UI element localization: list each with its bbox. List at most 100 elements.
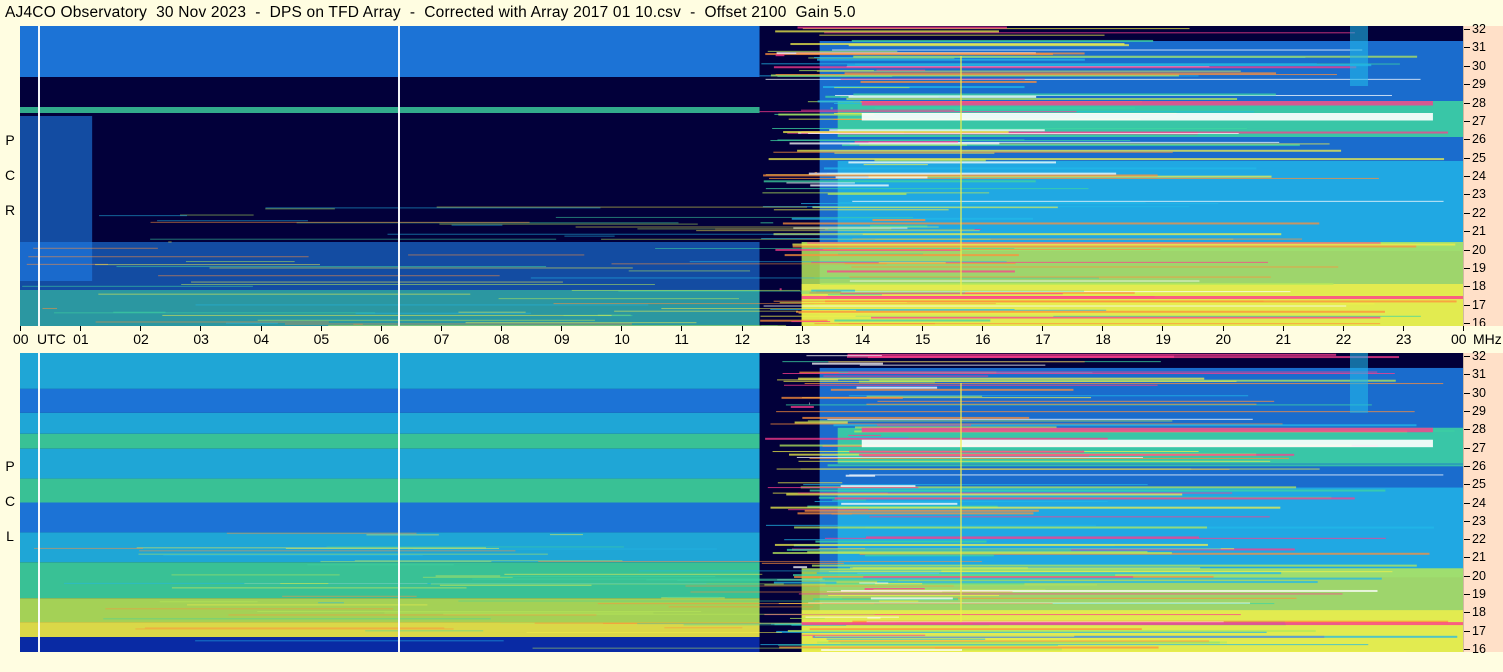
- heatmap-streak: [849, 474, 1444, 476]
- heatmap-streak: [773, 209, 949, 211]
- heatmap-streak: [443, 613, 875, 615]
- heatmap-streak: [807, 505, 998, 508]
- heatmap-streak: [823, 167, 1257, 170]
- heatmap-streak: [144, 627, 445, 629]
- heatmap-streak: [809, 489, 1386, 492]
- lcp-freq-tickmark: [1464, 520, 1470, 522]
- heatmap-streak: [789, 617, 825, 619]
- heatmap-streak: [877, 400, 1275, 402]
- rcp-freq-tickmark: [1464, 249, 1470, 251]
- rcp-freq-tick-label: 23: [1472, 187, 1486, 202]
- rcp-label-p: P: [5, 132, 15, 148]
- heatmap-streak: [770, 308, 1015, 310]
- heatmap-streak: [150, 221, 530, 223]
- heatmap-streak: [761, 238, 934, 240]
- heatmap-band: [861, 113, 1433, 121]
- heatmap-streak: [99, 215, 187, 217]
- heatmap-streak: [773, 581, 837, 584]
- rcp-freq-tickmark: [1464, 84, 1470, 86]
- heatmap-streak: [832, 49, 1363, 51]
- lcp-freq-tick-label: 17: [1472, 623, 1486, 638]
- heatmap-streak: [863, 164, 928, 166]
- heatmap-streak: [116, 266, 547, 268]
- heatmap-streak: [866, 403, 1257, 405]
- heatmap-streak: [797, 26, 1007, 29]
- heatmap-streak: [799, 70, 874, 72]
- heatmap-streak: [760, 319, 828, 322]
- lcp-freq-tick-label: 29: [1472, 403, 1486, 418]
- lcp-freq-tickmark: [1464, 429, 1470, 431]
- heatmap-streak: [820, 282, 1334, 285]
- rcp-freq-tick-label: 17: [1472, 297, 1486, 312]
- heatmap-streak: [353, 323, 363, 325]
- heatmap-streak: [867, 356, 1400, 359]
- heatmap-streak: [824, 228, 975, 230]
- heatmap-streak: [307, 564, 454, 566]
- heatmap-streak: [159, 601, 258, 603]
- rcp-freq-tickmark: [1464, 267, 1470, 269]
- heatmap-streak: [829, 129, 1045, 132]
- rcp-freq-tickmark: [1464, 120, 1470, 122]
- heatmap-streak: [834, 497, 1355, 500]
- heatmap-streak: [113, 311, 166, 313]
- heatmap-streak: [796, 310, 1385, 313]
- heatmap-streak: [171, 587, 467, 589]
- heatmap-streak: [195, 640, 504, 642]
- heatmap-streak: [763, 305, 1347, 307]
- heatmap-streak: [781, 396, 903, 399]
- heatmap-streak: [408, 254, 585, 256]
- lcp-frequency-axis: 32 31 30 29 28 27 26 25 24 23 22 21 20 19 18 17 16: [1463, 350, 1503, 655]
- heatmap-streak: [865, 536, 1200, 539]
- utc-tickmark: [200, 326, 202, 331]
- lcp-spectrogram-plot: [20, 353, 1463, 652]
- lcp-spectrogram: [20, 353, 1463, 652]
- heatmap-streak: [835, 94, 1392, 96]
- heatmap-streak: [794, 421, 848, 424]
- rcp-freq-tickmark: [1464, 304, 1470, 306]
- rcp-spectrogram: [20, 26, 1463, 326]
- heatmap-streak: [413, 548, 717, 550]
- heatmap-streak: [848, 44, 1129, 47]
- heatmap-streak: [770, 140, 1131, 142]
- rcp-freq-tickmark: [1464, 212, 1470, 214]
- rcp-freq-tick-label: 32: [1472, 22, 1486, 36]
- heatmap-streak: [851, 39, 1154, 42]
- lcp-freq-tickmark: [1464, 539, 1470, 541]
- heatmap-streak: [597, 603, 1053, 605]
- heatmap-streak: [876, 69, 926, 71]
- utc-tick-label: 12: [734, 331, 751, 347]
- heatmap-streak: [775, 30, 999, 33]
- heatmap-streak: [875, 583, 923, 585]
- heatmap-streak: [832, 499, 866, 501]
- heatmap-band: [20, 598, 760, 623]
- heatmap-streak: [784, 539, 990, 541]
- heatmap-streak: [801, 109, 955, 111]
- heatmap-streak: [814, 323, 1381, 325]
- heatmap-streak: [26, 263, 109, 265]
- heatmap-streak: [834, 319, 991, 322]
- heatmap-streak: [764, 584, 1097, 586]
- heatmap-streak: [840, 293, 1063, 295]
- heatmap-streak: [105, 608, 394, 610]
- heatmap-streak: [840, 589, 1378, 592]
- heatmap-streak: [773, 233, 1282, 236]
- lcp-freq-tick-label: 20: [1472, 568, 1486, 583]
- heatmap-streak: [846, 98, 1238, 101]
- heatmap-streak: [869, 379, 1396, 382]
- rcp-freq-tick-label: 28: [1472, 95, 1486, 110]
- heatmap-streak: [840, 485, 916, 488]
- heatmap-vline: [1350, 353, 1368, 413]
- heatmap-streak: [366, 534, 439, 536]
- heatmap-streak: [696, 230, 980, 232]
- heatmap-streak: [870, 597, 953, 600]
- heatmap-streak: [365, 630, 484, 632]
- utc-tick-label: 13: [794, 331, 811, 347]
- heatmap-streak: [793, 227, 908, 229]
- heatmap-vline: [960, 56, 962, 296]
- heatmap-streak: [849, 143, 1330, 145]
- rcp-freq-tick-label: 30: [1472, 58, 1486, 73]
- heatmap-streak: [136, 547, 487, 549]
- heatmap-streak: [791, 217, 1034, 220]
- heatmap-streak: [185, 261, 295, 263]
- heatmap-band: [801, 296, 1463, 299]
